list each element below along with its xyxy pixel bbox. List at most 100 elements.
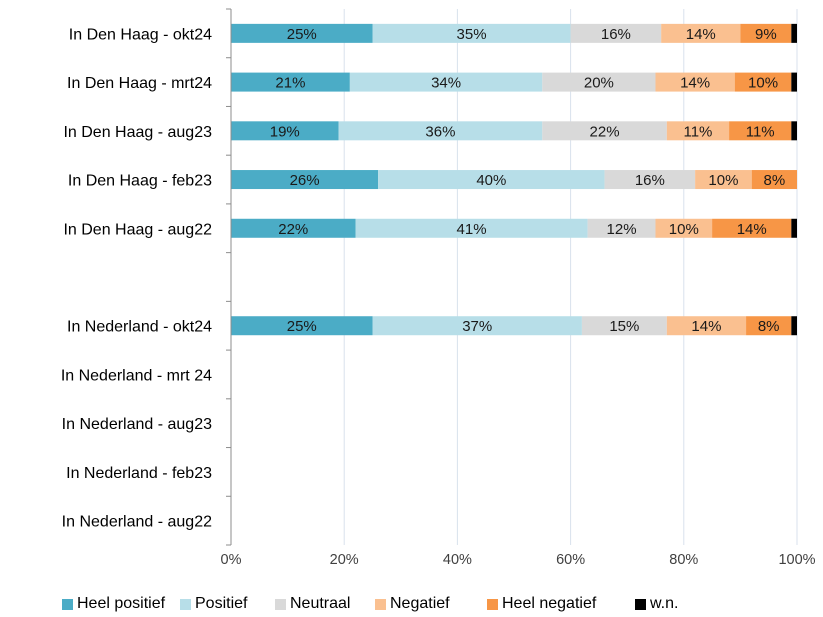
x-tick-label: 40% — [443, 552, 472, 568]
bar-segment — [231, 72, 350, 92]
bar-segment — [378, 170, 605, 190]
bar-segment — [740, 23, 792, 43]
data-label: 8% — [764, 172, 786, 189]
legend-swatch — [62, 598, 73, 610]
bar-segment — [355, 218, 588, 238]
category-label: In Den Haag - feb23 — [68, 173, 212, 190]
bar-segment — [604, 170, 696, 190]
bar-segment — [655, 72, 735, 92]
data-label: 40% — [476, 172, 506, 189]
data-label: 11% — [746, 123, 775, 140]
legend-label: Negatief — [390, 595, 450, 612]
category-label: In Den Haag - aug22 — [63, 221, 212, 238]
bar-segment — [791, 316, 797, 336]
bar-segment — [655, 218, 713, 238]
data-label: 37% — [462, 318, 492, 335]
data-label: 14% — [680, 75, 710, 92]
legend-swatch — [180, 598, 191, 610]
legend-item: Negatief — [375, 592, 450, 616]
data-label: 20% — [584, 75, 614, 92]
category-label: In Nederland - mrt 24 — [61, 367, 212, 384]
bar-segment — [338, 121, 543, 141]
bar-segment — [372, 23, 571, 43]
labels: 0% 20% 40% 60% 80% 100% In Den Haag - okt24 In … — [61, 26, 816, 568]
data-label: 35% — [457, 26, 487, 43]
legend-label: Neutraal — [290, 595, 351, 612]
bar-segment — [751, 170, 797, 190]
data-label: 36% — [425, 123, 455, 140]
bars — [231, 23, 797, 336]
legend-item: w.n. — [635, 592, 678, 616]
category-label: In Nederland - okt24 — [67, 319, 212, 336]
category-label: In Nederland - aug23 — [62, 416, 212, 433]
bar-segment — [570, 23, 662, 43]
data-label: 10% — [669, 221, 699, 238]
bar-segment — [791, 72, 797, 92]
bar-segment — [349, 72, 543, 92]
category-label: In Nederland - feb23 — [66, 465, 212, 482]
stacked-bar-chart: 0% 20% 40% 60% 80% 100% In Den Haag - okt24 In … — [61, 8, 816, 568]
axes — [226, 8, 232, 546]
legend-item: Neutraal — [275, 592, 350, 616]
bar-segment — [666, 121, 730, 141]
data-label: 15% — [609, 318, 639, 335]
legend-swatch — [375, 598, 386, 610]
bar-segment — [231, 218, 356, 238]
legend-item: Heel positief — [62, 592, 165, 616]
data-label: 26% — [290, 172, 320, 189]
legend-swatch — [487, 598, 498, 610]
bar-segment — [231, 316, 373, 336]
data-label: 22% — [590, 123, 620, 140]
bar-segment — [712, 218, 792, 238]
bar-segment — [791, 121, 797, 141]
data-label: 14% — [686, 26, 716, 43]
data-label: 8% — [758, 318, 780, 335]
data-label: 16% — [601, 26, 631, 43]
x-tick-label: 20% — [330, 552, 359, 568]
data-label: 12% — [607, 221, 637, 238]
legend-swatch — [275, 598, 286, 610]
bar-segment — [542, 72, 656, 92]
legend-label: w.n. — [650, 595, 679, 612]
data-label: 19% — [270, 123, 300, 140]
category-label: In Den Haag - okt24 — [69, 26, 212, 43]
x-tick-label: 100% — [778, 552, 815, 568]
bar-segment — [695, 170, 752, 190]
data-label: 34% — [431, 75, 461, 92]
bar-segment — [581, 316, 667, 336]
data-label: 9% — [755, 26, 777, 43]
bar-segment — [734, 72, 792, 92]
bar-segment — [791, 23, 797, 43]
category-label: In Den Haag - mrt24 — [67, 75, 212, 92]
data-label: 41% — [457, 221, 487, 238]
bar-segment — [587, 218, 656, 238]
bar-segment — [231, 170, 379, 190]
gridlines — [343, 9, 798, 545]
data-label: 22% — [278, 221, 308, 238]
x-tick-label: 60% — [556, 552, 585, 568]
data-label: 14% — [691, 318, 721, 335]
bar-segment — [729, 121, 792, 141]
bar-segment — [372, 316, 582, 336]
bar-segment — [791, 218, 797, 238]
bar-segment — [231, 23, 373, 43]
category-label: In Den Haag - aug23 — [63, 124, 212, 141]
legend-item: Heel negatief — [487, 592, 596, 616]
bar-segment — [231, 121, 339, 141]
legend-label: Heel positief — [77, 595, 166, 612]
data-label: 10% — [708, 172, 738, 189]
data-label: 21% — [275, 75, 305, 92]
x-tick-label: 80% — [669, 552, 698, 568]
data-label: 25% — [287, 318, 317, 335]
data-label: 14% — [737, 221, 767, 238]
legend-label: Heel negatief — [502, 595, 597, 612]
legend-swatch — [635, 598, 646, 610]
bar-segment — [666, 316, 747, 336]
data-label: 10% — [748, 75, 778, 92]
category-label: In Nederland - aug22 — [62, 514, 212, 531]
bar-segment — [542, 121, 667, 141]
data-label: 25% — [287, 26, 317, 43]
data-label: 11% — [683, 123, 712, 140]
data-label: 16% — [635, 172, 665, 189]
bar-segment — [661, 23, 741, 43]
